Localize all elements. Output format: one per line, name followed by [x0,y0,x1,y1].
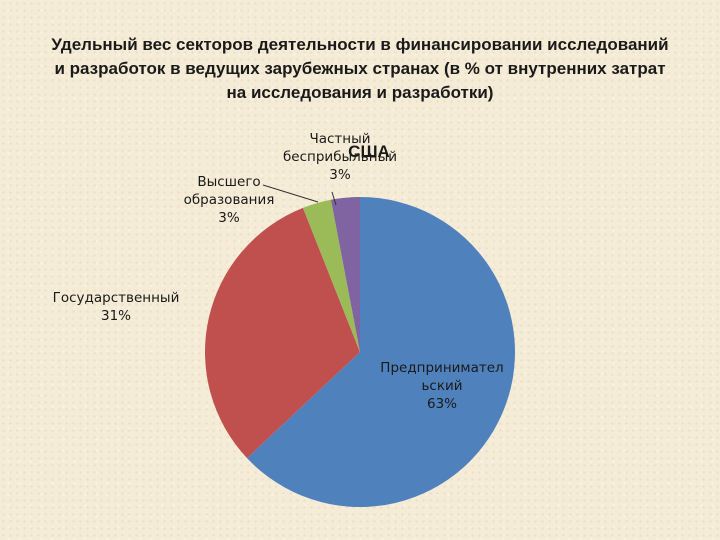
chart-title-line-1: Удельный вес секторов деятельности в фин… [51,35,669,54]
leader-line-4 [331,191,337,206]
chart-title-line-2: и разработок в ведущих зарубежных страна… [54,59,666,78]
slice-label-3: Высшего образования 3% [184,174,275,226]
chart-subtitle: США [348,142,390,161]
slice-label-1: Предпринимател ьский 63% [380,360,503,412]
pie-slice-1 [247,197,516,507]
chart-title: Удельный вес секторов деятельности в фин… [20,33,700,105]
leader-line-3 [262,184,319,203]
pie-slice-2 [204,207,360,459]
chart-title-line-3: на исследования и разработки) [226,83,494,102]
slice-label-2: Государственный 31% [53,290,180,324]
pie-slice-4 [330,197,360,352]
pie-slice-3 [302,199,360,352]
slice-label-4: Частный бесприбыльный 3% [283,131,397,183]
